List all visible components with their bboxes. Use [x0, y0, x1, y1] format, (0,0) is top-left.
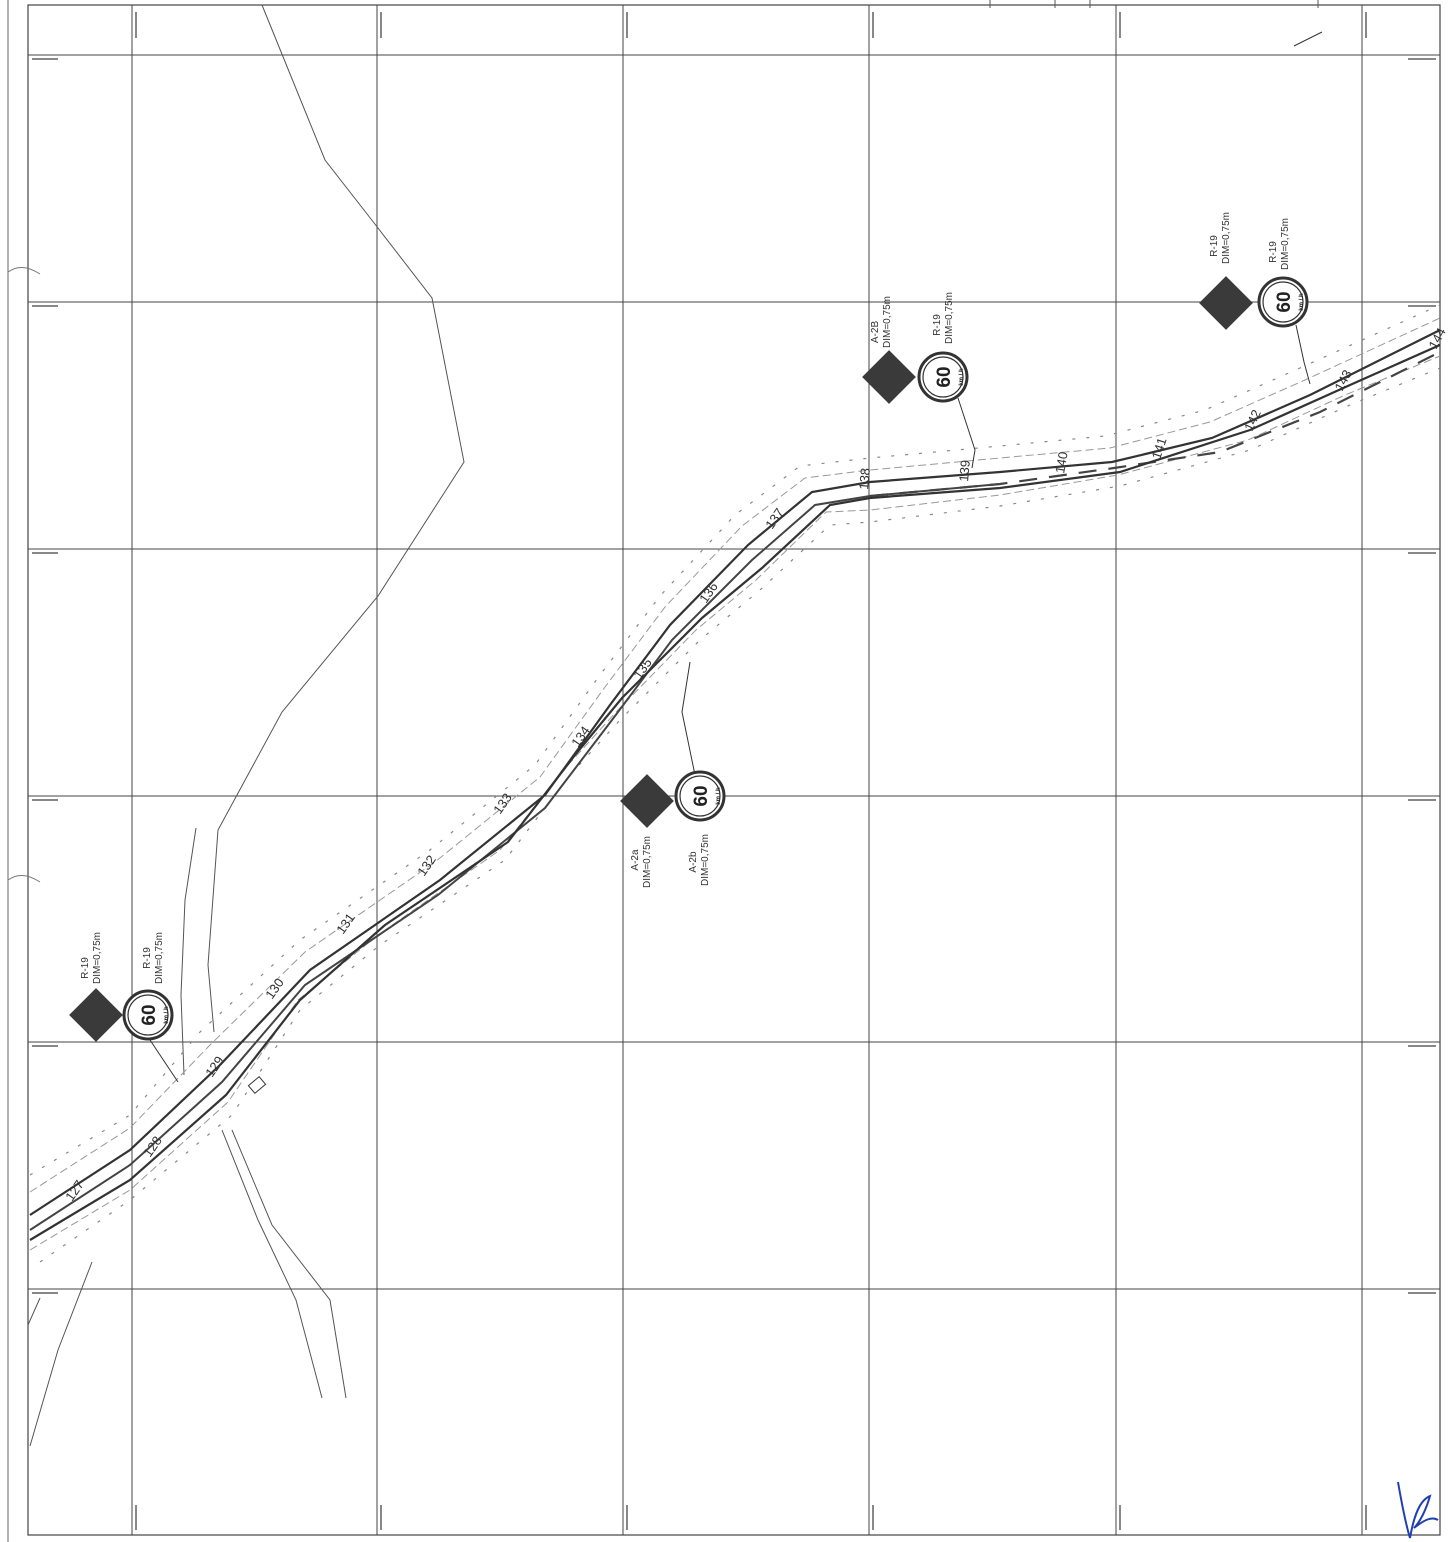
road-corridor	[29, 304, 1441, 1263]
speed-limit-value: 60	[691, 785, 712, 806]
station-label: 129	[202, 1053, 227, 1079]
speed-sign-code: R-19	[932, 314, 943, 336]
speed-sign-code: A-2b	[688, 851, 699, 873]
station-label: 134	[568, 723, 593, 749]
speed-limit-value: 60	[139, 1004, 160, 1025]
warning-sign-dimension: DIM=0,75m	[642, 836, 653, 888]
speed-limit-sign-icon	[674, 770, 726, 822]
road-centerline-dashed	[869, 351, 1441, 498]
station-label: 133	[490, 790, 515, 816]
sheet-border	[27, 4, 1441, 1536]
warning-sign-icon	[1199, 276, 1253, 330]
warning-sign-icon	[620, 774, 674, 828]
speed-limit-unit: km / h	[959, 368, 965, 386]
stream-line	[207, 4, 465, 1033]
speed-limit-sign-icon	[917, 351, 969, 403]
road-edge-south	[29, 343, 1441, 1241]
sign-group: 60 km / h R-19 DIM=0,75m R-19 DIM=0,75m	[69, 932, 179, 1083]
warning-sign-dimension: DIM=0,75m	[92, 932, 103, 984]
grid-coordinate-ticks	[32, 12, 1436, 1530]
speed-limit-value: 60	[1274, 291, 1295, 312]
station-label: 138	[856, 467, 873, 490]
sign-leader-line	[149, 1039, 179, 1083]
speed-sign-dimension: DIM=0,75m	[1280, 218, 1291, 270]
speed-limit-sign-icon	[1257, 276, 1309, 328]
path-line	[221, 1129, 323, 1399]
speed-sign-dimension: DIM=0,75m	[154, 932, 165, 984]
speed-limit-value: 60	[934, 366, 955, 387]
warning-sign-code: A-2B	[870, 321, 881, 344]
speed-sign-code: R-19	[1268, 241, 1279, 263]
station-labels: 127 128 129 130 131 132 133 134 135 136 …	[62, 325, 1449, 1204]
sign-leader-line	[681, 661, 696, 776]
side-road-line	[27, 1297, 41, 1326]
sign-group: 60 km / h R-19 DIM=0,75m R-19 DIM=0,75m	[1199, 212, 1311, 385]
path-line	[231, 1129, 347, 1399]
stray-stroke	[1293, 31, 1323, 47]
shoulder-line-south	[29, 355, 1441, 1251]
warning-sign-dimension: DIM=0,75m	[882, 296, 893, 348]
signature-icon	[1397, 1481, 1439, 1539]
culvert-marker	[247, 1075, 267, 1095]
sign-leader-line	[1295, 324, 1311, 385]
warning-sign-icon	[69, 988, 123, 1042]
binding-mark-top	[7, 267, 41, 275]
station-label: 132	[414, 852, 439, 878]
ditch-line	[180, 827, 197, 1076]
speed-limit-unit: km / h	[164, 1006, 170, 1024]
binding-mark-bottom	[7, 875, 41, 883]
speed-limit-unit: km / h	[716, 787, 722, 805]
fence-line-south	[39, 367, 1441, 1263]
speed-sign-dimension: DIM=0,75m	[944, 292, 955, 344]
station-label: 136	[696, 579, 721, 605]
side-road-line	[29, 1261, 93, 1447]
title-block-fragment	[989, 0, 1319, 8]
speed-limit-unit: km / h	[1299, 293, 1305, 311]
station-label: 140	[1052, 451, 1071, 475]
station-label: 144	[1425, 325, 1448, 351]
road-edge-north	[29, 329, 1441, 1216]
speed-sign-dimension: DIM=0,75m	[700, 834, 711, 886]
speed-limit-sign-icon	[122, 989, 174, 1041]
station-label: 137	[762, 505, 787, 531]
speed-sign-code: R-19	[142, 947, 153, 969]
station-label: 135	[630, 655, 655, 681]
fence-line-north	[29, 304, 1441, 1176]
warning-sign-icon	[862, 350, 916, 404]
shoulder-line-north	[29, 317, 1441, 1193]
sign-group: 60 km / h A-2B DIM=0,75m R-19 DIM=0,75m	[862, 292, 976, 469]
station-label: 143	[1331, 367, 1354, 393]
station-label: 142	[1241, 407, 1264, 433]
station-label: 139	[956, 459, 973, 482]
road-centerline	[29, 483, 1001, 1231]
warning-sign-code: R-19	[80, 957, 91, 979]
sign-leader-line	[957, 397, 976, 469]
terrain-lines	[27, 4, 465, 1447]
warning-sign-code: R-19	[1209, 235, 1220, 257]
sign-group: 60 km / h A-2a DIM=0,75m A-2b DIM=0,75m	[620, 661, 726, 888]
warning-sign-dimension: DIM=0,75m	[1221, 212, 1232, 264]
station-label: 141	[1149, 436, 1170, 461]
warning-sign-code: A-2a	[630, 849, 641, 871]
